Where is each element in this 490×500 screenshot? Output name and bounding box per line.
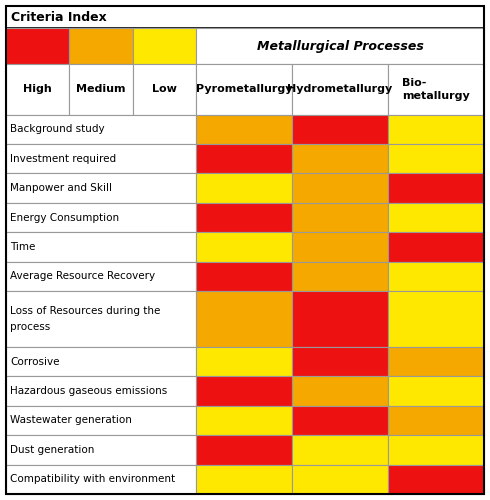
Bar [292,114,388,144]
Text: Metallurgical Processes: Metallurgical Processes [257,40,423,52]
Text: Criteria Index: Criteria Index [11,10,107,24]
Text: Wastewater generation: Wastewater generation [10,416,132,426]
Text: Corrosive: Corrosive [10,356,59,366]
Bar [6,203,196,232]
Bar [6,114,196,144]
Bar [388,64,484,114]
Bar [196,144,292,174]
Bar [196,291,292,347]
Bar [388,174,484,203]
Text: Background study: Background study [10,124,105,134]
Text: Hydrometallurgy: Hydrometallurgy [287,84,392,94]
Bar [69,28,133,64]
Bar [196,28,484,64]
Bar [292,347,388,376]
Text: Loss of Resources during the
process: Loss of Resources during the process [10,306,160,332]
Bar [196,203,292,232]
Bar [292,435,388,464]
Bar [292,144,388,174]
Bar [292,174,388,203]
Bar [6,376,196,406]
Bar [196,347,292,376]
Bar [292,203,388,232]
Bar [196,406,292,435]
Bar [388,232,484,262]
Text: Time: Time [10,242,35,252]
Text: Manpower and Skill: Manpower and Skill [10,183,112,193]
Text: Dust generation: Dust generation [10,445,95,455]
Text: High: High [24,84,52,94]
Text: Medium: Medium [76,84,126,94]
Bar [196,114,292,144]
Bar [69,64,133,114]
Bar [196,376,292,406]
Bar [388,144,484,174]
Bar [388,464,484,494]
Text: Average Resource Recovery: Average Resource Recovery [10,272,155,281]
Text: Pyrometallurgy: Pyrometallurgy [196,84,292,94]
Bar [6,64,69,114]
Text: Investment required: Investment required [10,154,116,164]
Bar [6,406,196,435]
Bar [388,406,484,435]
Bar [196,464,292,494]
Bar [6,28,69,64]
Bar [6,435,196,464]
Bar [388,262,484,291]
Text: Low: Low [152,84,177,94]
Bar [196,435,292,464]
Bar [6,174,196,203]
Bar [388,347,484,376]
Text: Hazardous gaseous emissions: Hazardous gaseous emissions [10,386,167,396]
Bar [133,64,196,114]
Bar [6,291,196,347]
Bar [6,262,196,291]
Bar [6,232,196,262]
Bar [292,64,388,114]
Bar [196,232,292,262]
Bar [6,6,484,28]
Bar [196,174,292,203]
Bar [6,464,196,494]
Bar [292,376,388,406]
Bar [292,406,388,435]
Bar [388,376,484,406]
Text: Compatibility with environment: Compatibility with environment [10,474,175,484]
Bar [133,28,196,64]
Bar [292,291,388,347]
Bar [196,64,292,114]
Bar [388,203,484,232]
Text: Energy Consumption: Energy Consumption [10,212,119,222]
Bar [292,464,388,494]
Text: Bio-
metallurgy: Bio- metallurgy [402,78,470,101]
Bar [388,435,484,464]
Bar [6,347,196,376]
Bar [292,262,388,291]
Bar [388,291,484,347]
Bar [388,114,484,144]
Bar [6,144,196,174]
Bar [292,232,388,262]
Bar [196,262,292,291]
